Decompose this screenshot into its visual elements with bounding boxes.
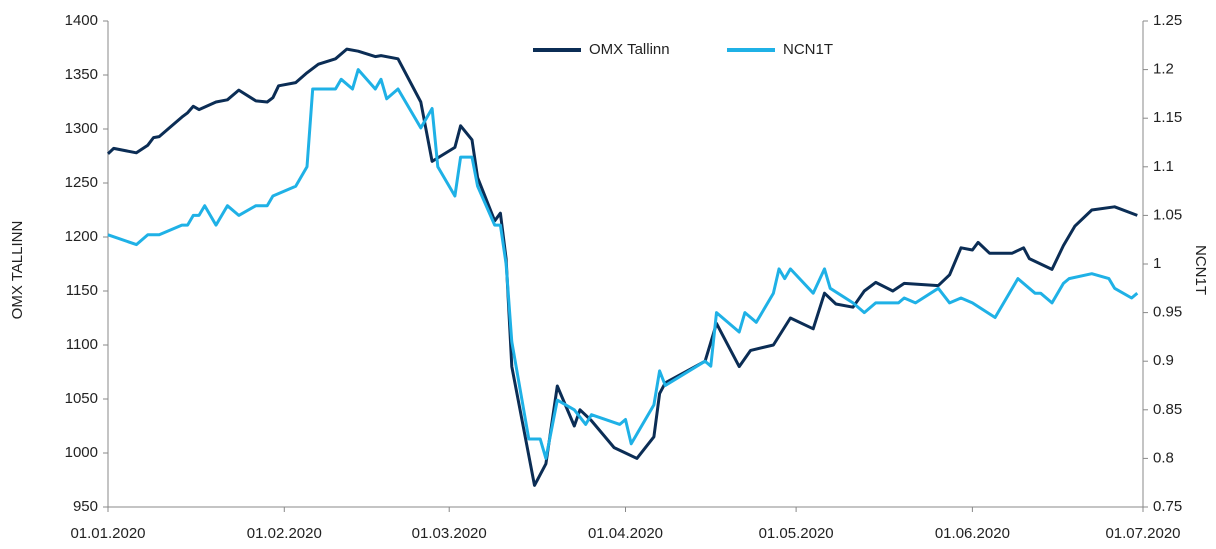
y2-tick-label: 0.9 (1153, 352, 1174, 369)
y2-tick-label: 0.75 (1153, 498, 1182, 515)
y2-tick-label: 1.15 (1153, 109, 1182, 126)
y-tick-label: 950 (73, 498, 98, 515)
legend-label: OMX Tallinn (589, 41, 670, 58)
y-tick-label: 1200 (65, 228, 98, 245)
series-line (107, 68, 1139, 460)
y2-tick-label: 1.1 (1153, 158, 1174, 175)
x-tick-label: 01.06.2020 (935, 525, 1010, 542)
y-tick-label: 1350 (65, 66, 98, 83)
x-tick-label: 01.05.2020 (759, 525, 834, 542)
y-tick-label: 1400 (65, 12, 98, 29)
y-tick-label: 1250 (65, 174, 98, 191)
x-tick-label: 01.03.2020 (412, 525, 487, 542)
x-tick-label: 01.04.2020 (588, 525, 663, 542)
y-tick-label: 1100 (66, 336, 98, 353)
series-line (106, 47, 1138, 487)
y2-tick-label: 0.85 (1153, 401, 1182, 418)
y-tick-label: 1050 (65, 390, 98, 407)
y-axis-label: OMX TALLINN (9, 221, 26, 320)
y2-tick-label: 1.2 (1153, 61, 1174, 78)
x-tick-label: 01.02.2020 (247, 525, 322, 542)
x-tick-label: 01.07.2020 (1105, 525, 1180, 542)
y2-tick-label: 1.25 (1153, 12, 1182, 29)
y2-tick-label: 0.8 (1153, 449, 1174, 466)
legend-label: NCN1T (783, 41, 833, 58)
y2-tick-label: 0.95 (1153, 304, 1182, 321)
y-tick-label: 1000 (65, 444, 98, 461)
y-tick-label: 1300 (65, 120, 98, 137)
y2-tick-label: 1.05 (1153, 206, 1182, 223)
y-tick-label: 1150 (66, 282, 98, 299)
y2-axis-label: NCN1T (1192, 245, 1209, 295)
x-tick-label: 01.01.2020 (70, 525, 145, 542)
y2-tick-label: 1 (1153, 255, 1161, 272)
